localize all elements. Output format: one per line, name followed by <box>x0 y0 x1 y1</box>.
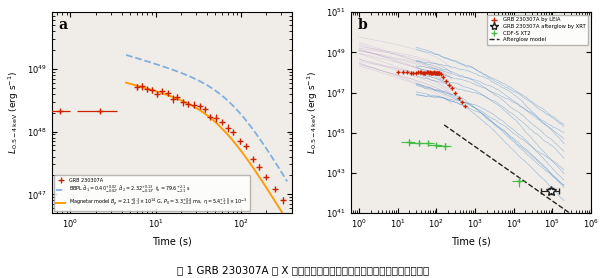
Afterglow model <box>450 130 457 133</box>
Afterglow model <box>587 226 594 230</box>
Afterglow model <box>468 142 475 146</box>
Line: Afterglow model: Afterglow model <box>444 125 591 228</box>
Afterglow model <box>575 218 582 221</box>
Afterglow model <box>447 127 454 131</box>
Text: a: a <box>59 18 68 32</box>
Text: b: b <box>358 18 367 32</box>
Afterglow model <box>580 221 587 225</box>
Legend: GRB 230307A, BBPL $\hat{d}_1 = 0.40^{+0.02}_{-0.02}$, $\hat{d}_2 = 2.32^{+0.13}_: GRB 230307A, BBPL $\hat{d}_1 = 0.40^{+0.… <box>54 175 250 211</box>
X-axis label: Time (s): Time (s) <box>152 236 191 246</box>
Afterglow model <box>441 123 448 126</box>
Text: 图 1 GRB 230307A 的 X 射线光变曲线以及磁陀星作为中心引擎的模型拟合: 图 1 GRB 230307A 的 X 射线光变曲线以及磁陀星作为中心引擎的模型… <box>177 265 429 275</box>
X-axis label: Time (s): Time (s) <box>451 236 491 246</box>
Y-axis label: $L_{0.5-4\,\mathrm{keV}}$ (erg s$^{-1}$): $L_{0.5-4\,\mathrm{keV}}$ (erg s$^{-1}$) <box>7 71 21 154</box>
Afterglow model <box>479 151 487 154</box>
Legend: GRB 230307A by LEIA, GRB 230307A afterglow by XRT, CDF-S XT2, Afterglow model: GRB 230307A by LEIA, GRB 230307A aftergl… <box>487 15 588 45</box>
Y-axis label: $L_{0.5-4\,\mathrm{keV}}$ (erg s$^{-1}$): $L_{0.5-4\,\mathrm{keV}}$ (erg s$^{-1}$) <box>306 71 321 154</box>
